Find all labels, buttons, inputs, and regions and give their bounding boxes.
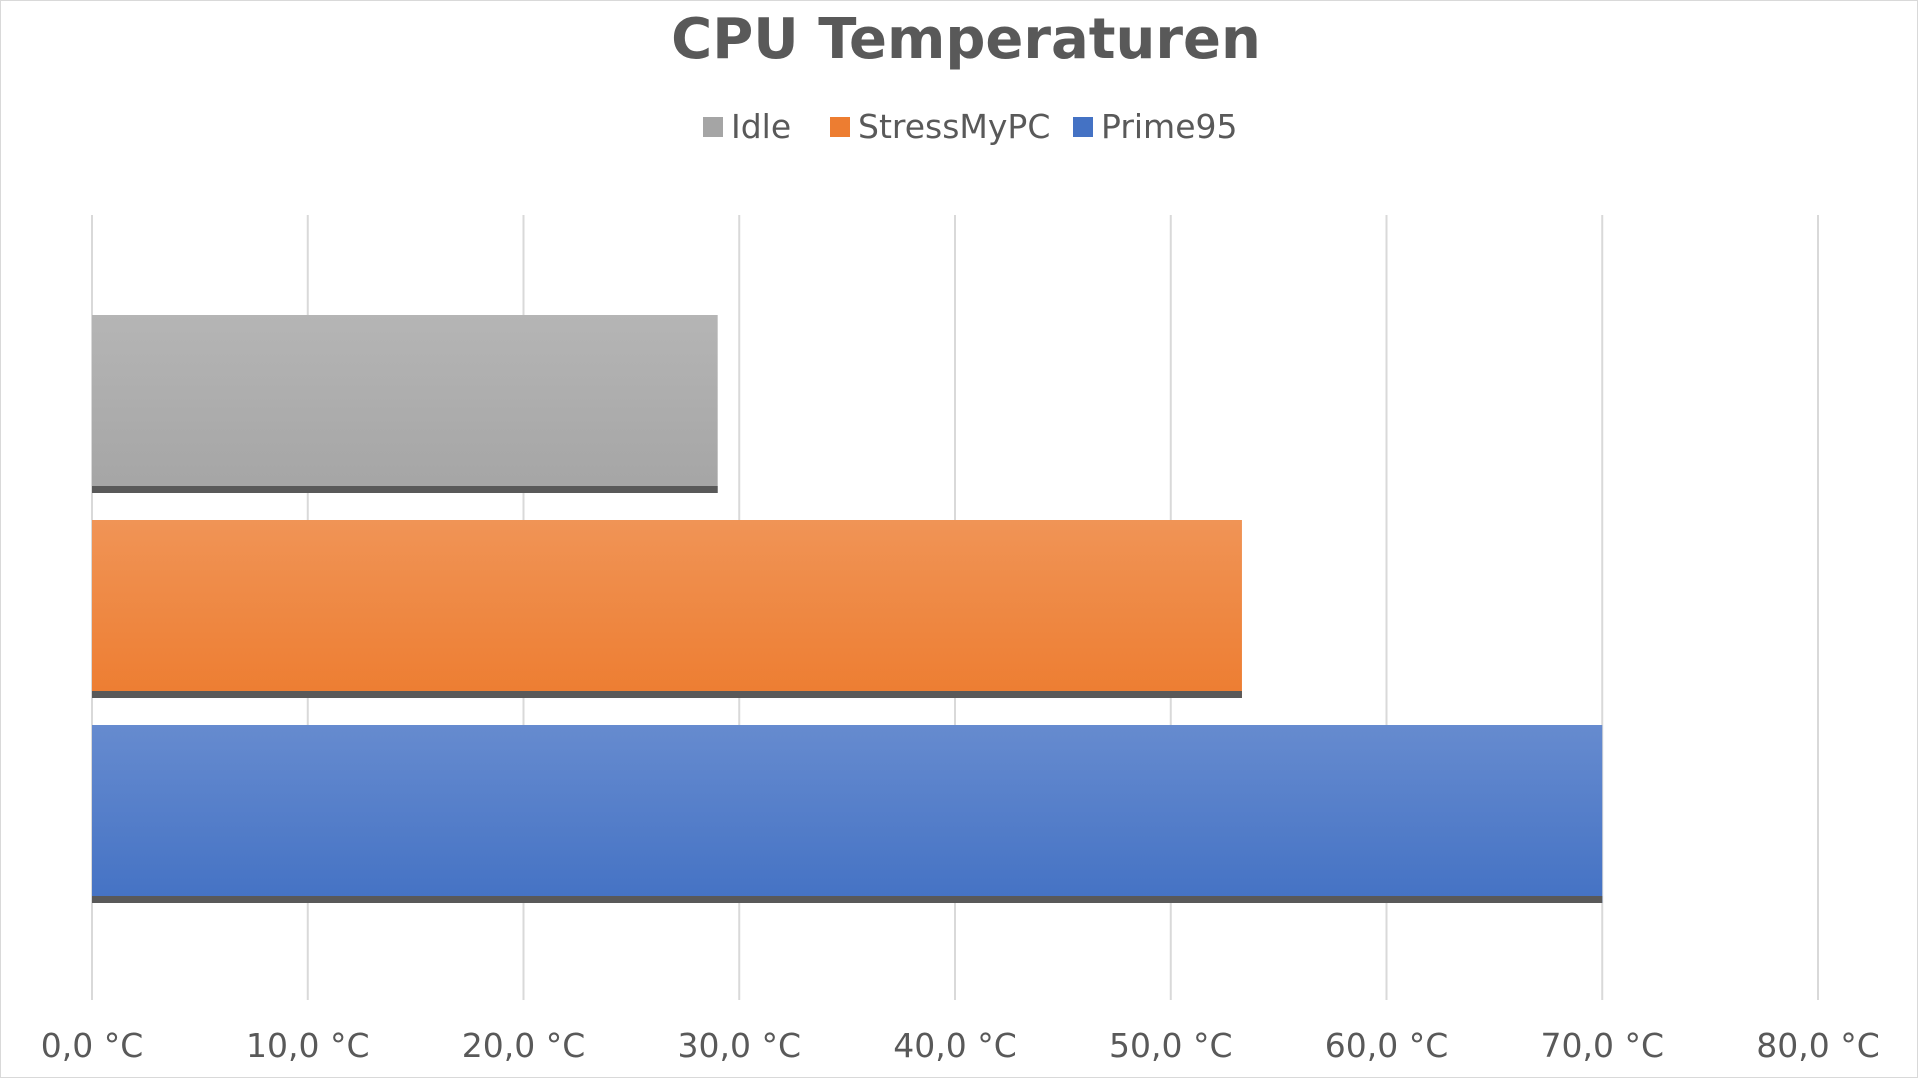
x-tick-label: 70,0 °C — [1540, 1026, 1664, 1065]
x-tick-label: 30,0 °C — [677, 1026, 801, 1065]
bar-shadow — [92, 691, 1242, 698]
x-tick-labels: 0,0 °C 10,0 °C 20,0 °C 30,0 °C 40,0 °C 50,0 °… — [41, 1026, 1880, 1065]
x-tick-label: 0,0 °C — [41, 1026, 144, 1065]
bar-shadow — [92, 486, 718, 493]
x-tick-label: 40,0 °C — [893, 1026, 1017, 1065]
legend-label-prime95: Prime95 — [1101, 107, 1238, 146]
x-tick-label: 10,0 °C — [246, 1026, 370, 1065]
chart-title: CPU Temperaturen — [671, 7, 1261, 72]
x-tick-label: 80,0 °C — [1756, 1026, 1880, 1065]
bar-idle — [92, 315, 718, 493]
legend-swatch-prime95 — [1073, 117, 1093, 137]
bar-shadow — [92, 896, 1603, 903]
bar-stressmypc — [92, 520, 1242, 698]
x-tick-label: 60,0 °C — [1325, 1026, 1449, 1065]
x-tick-label: 50,0 °C — [1109, 1026, 1233, 1065]
bars — [92, 315, 1603, 903]
legend: Idle StressMyPC Prime95 — [703, 107, 1238, 146]
legend-label-stressmypc: StressMyPC — [858, 107, 1050, 146]
x-tick-label: 20,0 °C — [462, 1026, 586, 1065]
legend-swatch-idle — [703, 117, 723, 137]
legend-swatch-stressmypc — [830, 117, 850, 137]
bar-prime95 — [92, 725, 1603, 903]
legend-label-idle: Idle — [731, 107, 791, 146]
